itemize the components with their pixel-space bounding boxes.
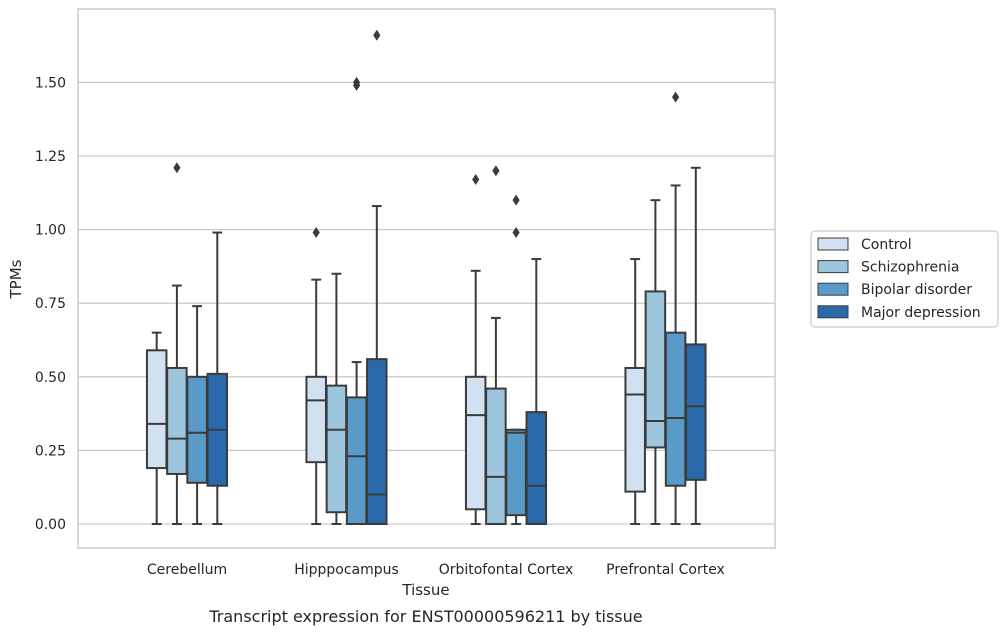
legend: Control Schizophrenia Bipolar disorder Majo…	[810, 230, 999, 328]
outlier-point	[173, 162, 181, 174]
chart-caption: Transcript expression for ENST0000059621…	[208, 607, 642, 626]
legend-swatch	[817, 282, 849, 296]
box-iqr	[485, 387, 507, 525]
box-iqr	[464, 375, 487, 511]
outlier-point	[373, 29, 381, 41]
outlier-point	[353, 76, 361, 88]
y-tick-label: 0.50	[35, 370, 66, 386]
box-iqr	[145, 349, 168, 470]
legend-label: Bipolar disorder	[861, 282, 972, 298]
outlier-point	[512, 194, 520, 206]
box-iqr	[685, 343, 707, 481]
legend-frame	[810, 230, 999, 328]
box-iqr	[345, 396, 368, 525]
box-iqr	[664, 331, 687, 487]
box-plot	[186, 305, 208, 525]
series-major-depression	[206, 29, 707, 525]
box-iqr	[366, 358, 388, 525]
x-tick-label: Orbitofontal Cortex	[439, 562, 574, 578]
box-plot	[206, 231, 229, 525]
box-iqr	[624, 366, 646, 493]
legend-label: Control	[861, 237, 912, 253]
legend-swatch	[817, 237, 849, 251]
outlier-point	[472, 174, 480, 186]
y-tick-label: 0.75	[35, 296, 66, 312]
legend-label: Schizophrenia	[861, 260, 959, 276]
x-tick-label: Cerebellum	[147, 562, 227, 578]
box-plot	[366, 29, 388, 525]
x-tick-label: Hipppocampus	[294, 562, 399, 578]
box-plot	[525, 258, 548, 525]
legend-item: Major depression	[817, 305, 981, 321]
y-tick-label: 0.00	[35, 517, 66, 533]
box-iqr	[186, 375, 208, 484]
legend-swatch	[817, 305, 849, 319]
legend-swatch	[817, 260, 849, 274]
legend-item: Control	[817, 237, 912, 253]
outlier-point	[672, 91, 680, 103]
box-plot	[624, 258, 646, 525]
y-tick-label: 1.25	[35, 149, 66, 165]
y-axis: 0.00 0.25 0.50 0.75 1.00 1.25 1.50	[35, 75, 66, 533]
legend-item: Schizophrenia	[817, 260, 959, 276]
box-plot	[345, 76, 368, 525]
box-plot	[644, 199, 667, 525]
y-axis-title: TPMs	[7, 259, 25, 299]
x-tick-label: Prefrontal Cortex	[606, 562, 725, 578]
box-series	[145, 29, 707, 525]
box-iqr	[305, 375, 327, 464]
box-plot	[166, 162, 188, 525]
series-schizophrenia	[166, 162, 667, 525]
y-tick-label: 1.00	[35, 223, 66, 239]
series-bipolar-disorder	[186, 76, 687, 525]
y-tick-label: 0.25	[35, 443, 66, 459]
box-plot	[685, 166, 707, 525]
box-iqr	[644, 290, 667, 449]
box-plot	[664, 91, 687, 525]
outlier-point	[492, 165, 500, 177]
legend-label: Major depression	[861, 305, 981, 321]
box-iqr	[525, 411, 548, 525]
outlier-point	[312, 227, 320, 239]
box-plot	[464, 174, 487, 525]
x-axis-title: Tissue	[401, 581, 449, 599]
box-iqr	[325, 384, 348, 514]
box-iqr	[166, 366, 188, 475]
x-axis: Cerebellum Hipppocampus Orbitofontal Corte…	[147, 562, 725, 578]
y-tick-label: 1.50	[35, 75, 66, 91]
legend-item: Bipolar disorder	[817, 282, 972, 298]
outlier-point	[512, 227, 520, 239]
box-iqr	[505, 428, 527, 517]
box-plot	[305, 227, 327, 525]
